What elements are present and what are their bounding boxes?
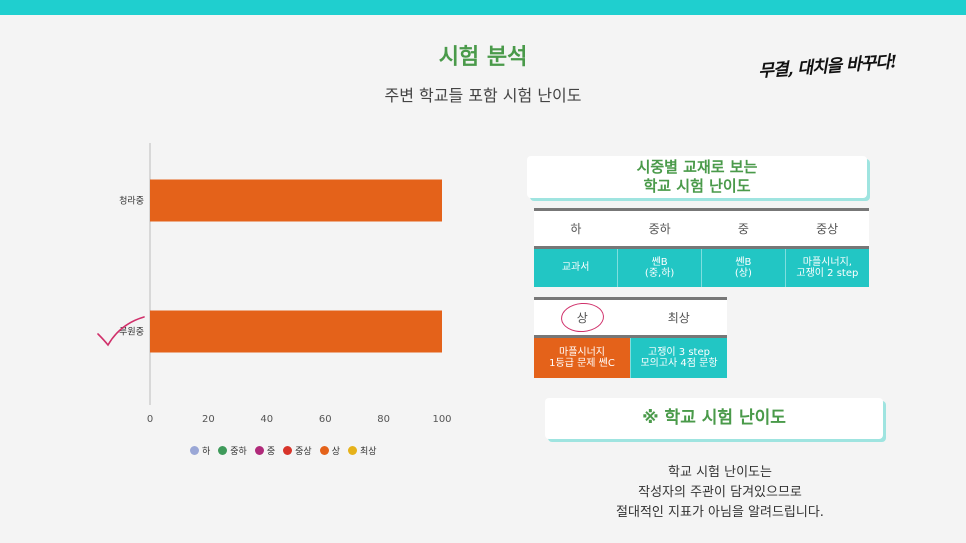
category-label: 루원중	[119, 327, 144, 338]
x-tick-label: 0	[147, 414, 153, 425]
table-header: 하	[534, 209, 618, 249]
legend-label: 중	[266, 447, 276, 457]
legend-label: 하	[202, 447, 211, 457]
table-cell-highlight: 마플시너지 1등급 문제 쎈C	[534, 336, 631, 378]
legend-item: 중상	[283, 444, 312, 457]
page-title: 시험 분석	[438, 45, 528, 70]
note-text: 학교 시험 난이도는 작성자의 주관이 담겨있으므로 절대적인 지표가 아님을 …	[560, 463, 880, 523]
table-header: 중상	[785, 209, 869, 249]
table-cell: 교과서	[534, 247, 618, 287]
cell-line: (상)	[734, 267, 752, 279]
x-tick-label: 60	[319, 414, 332, 425]
top-accent-bar	[0, 0, 966, 15]
cell-line: 고쟁이 3 step	[648, 346, 710, 358]
legend-label: 중하	[230, 447, 247, 457]
cell-line: 마플시너지	[559, 346, 605, 358]
cell-line: 고쟁이 2 step	[796, 267, 859, 279]
x-tick-label: 40	[260, 414, 273, 425]
table-header: 중	[701, 209, 786, 249]
legend-item: 상	[319, 444, 340, 457]
table-header: 중하	[617, 209, 702, 249]
difficulty-card-line1: 시중별 교재로 보는	[636, 158, 758, 176]
x-tick-label: 80	[377, 414, 390, 425]
cell-line: 쎈B	[735, 256, 752, 268]
legend-swatch	[283, 446, 293, 455]
legend-item: 하	[190, 444, 210, 457]
table-cell: 쎈B (중,하)	[617, 247, 702, 287]
table-cell: 고쟁이 3 step 모의고사 4점 문항	[630, 336, 727, 378]
cell-line: 모의고사 4점 문항	[640, 357, 718, 369]
difficulty-card-line2: 학교 시험 난이도	[643, 177, 751, 195]
legend-item: 중하	[218, 444, 247, 457]
bar	[150, 310, 442, 353]
legend-swatch	[218, 446, 228, 455]
chart-legend: 하 중하 중 중상 상 최상	[190, 444, 377, 457]
legend-swatch	[319, 446, 329, 455]
cell-line: (중,하)	[644, 267, 675, 279]
legend-swatch	[190, 446, 199, 455]
cell-line: 교과서	[561, 262, 590, 274]
cell-line: 1등급 문제 쎈C	[549, 357, 615, 369]
legend-item: 중	[254, 444, 276, 457]
level-table-2: 상 최상 마플시너지 1등급 문제 쎈C 고쟁이 3 step 모의고사 4점 …	[534, 297, 727, 378]
level-table-1: 하 중하 중 중상 교과서 쎈B (중,하) 쎈B (상) 마플시너지, 고쟁이…	[534, 208, 869, 287]
check-mark-icon	[97, 316, 145, 347]
x-tick-label: 20	[202, 414, 215, 425]
x-tick-label: 100	[432, 414, 451, 425]
note-line: 절대적인 지표가 아님을 알려드립니다.	[616, 505, 824, 520]
legend-item: 최상	[347, 444, 377, 457]
circled-level: 상	[569, 307, 596, 328]
table-cell: 쎈B (상)	[701, 247, 786, 287]
note-line: 학교 시험 난이도는	[668, 465, 772, 480]
table-cell: 마플시너지, 고쟁이 2 step	[784, 247, 869, 287]
difficulty-card: 시중별 교재로 보는 학교 시험 난이도	[527, 156, 867, 198]
page-subtitle: 주변 학교들 포함 시험 난이도	[384, 86, 582, 105]
bar	[150, 179, 442, 222]
legend-label: 상	[331, 447, 340, 457]
table-header: 최상	[630, 298, 727, 338]
table-header: 상	[534, 298, 631, 338]
legend-label: 최상	[359, 447, 377, 457]
note-line: 작성자의 주관이 담겨있으므로	[638, 485, 802, 500]
legend-label: 중상	[295, 447, 312, 457]
section-card: ※ 학교 시험 난이도	[545, 398, 883, 439]
cell-line: 쎈B	[651, 256, 668, 268]
legend-swatch	[347, 446, 357, 455]
category-label: 청라중	[119, 196, 144, 207]
cell-line: 마플시너지,	[802, 256, 852, 268]
legend-swatch	[254, 446, 264, 455]
